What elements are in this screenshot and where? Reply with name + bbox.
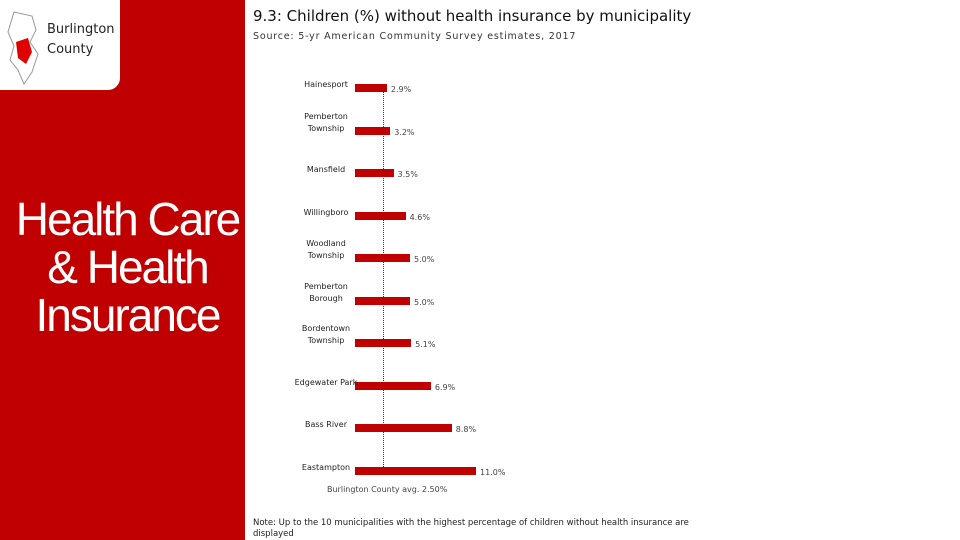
category-label: Eastampton (301, 462, 351, 472)
reference-line (382, 90, 384, 475)
chart-subtitle: Source: 5-yr American Community Survey e… (253, 31, 577, 42)
value-label: 5.1% (415, 340, 436, 349)
category-label: Willingboro (303, 207, 349, 217)
value-label: 6.9% (434, 382, 456, 392)
value-label: 5.0% (414, 297, 435, 307)
value-label: 3.2% (394, 127, 415, 137)
category-label: Pemberton Borough (304, 281, 348, 303)
value-label: 8.8% (455, 425, 477, 434)
bar (355, 126, 391, 135)
value-label: 11.0% (480, 467, 506, 477)
bar (355, 381, 431, 390)
value-label: 4.6% (409, 212, 430, 222)
county-badge (0, 0, 120, 90)
bar (355, 84, 387, 92)
side-panel (0, 0, 245, 540)
category-label: Edgewater Park (294, 377, 358, 387)
county-map (7, 11, 39, 86)
section-title: Health Care & Health Insurance (15, 193, 241, 341)
county-name: Burlington County (47, 22, 115, 57)
value-label: 5.0% (414, 255, 435, 264)
reference-label: Burlington County avg. 2.50% (327, 484, 448, 494)
category-label: Woodland Township (306, 239, 346, 260)
value-label: 3.5% (397, 170, 418, 179)
chart-title: 9.3: Children (%) without health insuran… (253, 7, 692, 25)
bar (355, 169, 394, 177)
category-label: Hainesport (304, 80, 348, 89)
bar (355, 424, 452, 432)
category-label: Mansfield (306, 165, 346, 174)
category-label: Pemberton Township (304, 111, 348, 133)
value-label: 2.9% (390, 85, 412, 94)
bar (355, 211, 406, 220)
category-label: Bass River (305, 420, 347, 429)
bar (355, 466, 476, 475)
note: Note: Up to the 10 municipalities with t… (253, 518, 689, 539)
category-label: Bordentown Township (301, 324, 351, 345)
